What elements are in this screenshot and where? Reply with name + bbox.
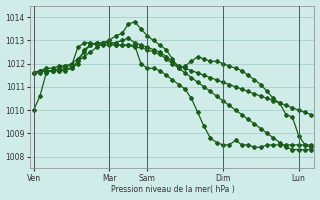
X-axis label: Pression niveau de la mer( hPa ): Pression niveau de la mer( hPa ) (111, 185, 234, 194)
